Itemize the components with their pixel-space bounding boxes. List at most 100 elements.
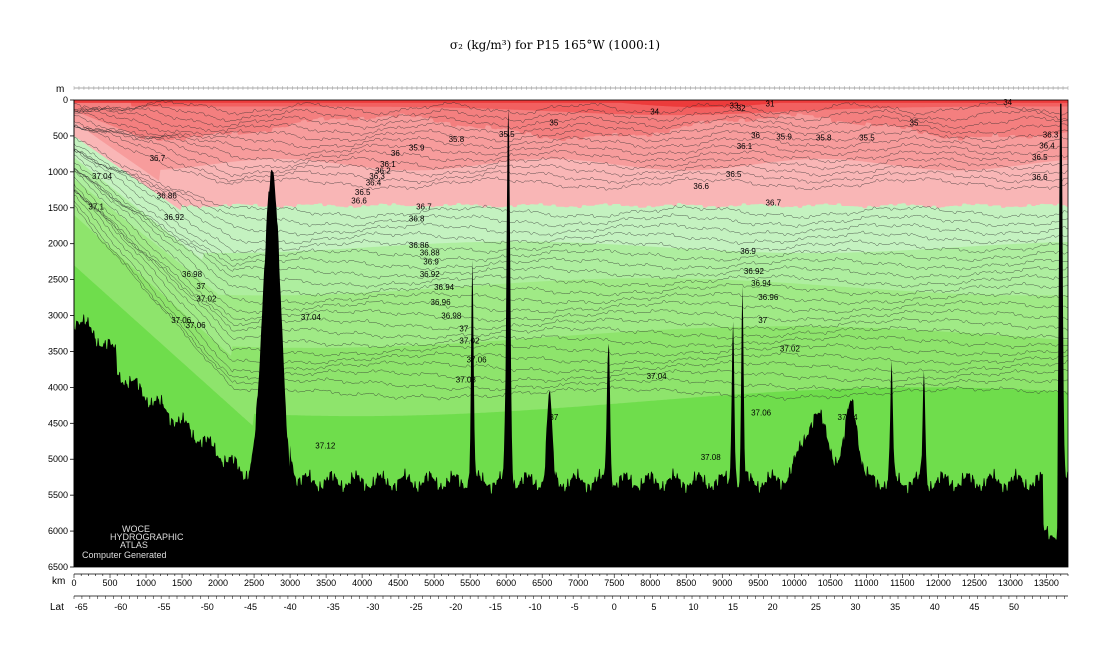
stamp-line4: Computer Generated — [82, 550, 167, 560]
contour-label: 35.5 — [859, 133, 875, 142]
contour-label: 36.92 — [744, 267, 765, 276]
lat-tick-label: 10 — [688, 602, 698, 612]
km-tick-label: 8000 — [640, 578, 660, 588]
y-tick-label: 5500 — [48, 490, 68, 500]
contour-label: 36.4 — [1039, 141, 1055, 150]
stamp-line1: WOCE — [122, 524, 150, 534]
contour-label: 37 — [758, 316, 767, 325]
y-tick-label: 1000 — [48, 167, 68, 177]
lat-tick-label: -15 — [489, 602, 502, 612]
contour-line-24 — [74, 168, 1068, 323]
contour-label: 37.06 — [186, 321, 207, 330]
lat-tick-label: 0 — [612, 602, 617, 612]
km-tick-label: 7500 — [604, 578, 624, 588]
contour-line-3 — [74, 107, 1068, 137]
contour-label: 36.3 — [369, 172, 385, 181]
contour-line-28 — [74, 189, 1068, 357]
contour-label: 36.7 — [416, 202, 432, 211]
contour-label: 36.96 — [758, 293, 779, 302]
contour-label: 36.5 — [1032, 153, 1048, 162]
y-tick-label: 5000 — [48, 454, 68, 464]
contour-label: 36.6 — [351, 197, 367, 206]
contour-label: 36.86 — [409, 241, 430, 250]
contour-line-7 — [74, 120, 1068, 164]
contour-label: 36.9 — [423, 258, 439, 267]
contour-label: 37.04 — [838, 413, 859, 422]
contour-line-6 — [74, 115, 1068, 157]
contour-line-26 — [74, 183, 1068, 340]
stamp-line3: ATLAS — [120, 540, 148, 550]
y-tick-label: 500 — [53, 131, 68, 141]
contour-label: 37 — [196, 282, 205, 291]
km-tick-label: 12000 — [926, 578, 951, 588]
contour-label: 37.08 — [701, 453, 722, 462]
km-tick-label: 11500 — [890, 578, 914, 588]
contour-label: 36.96 — [431, 298, 452, 307]
contour-label: 36.5 — [355, 188, 371, 197]
lat-tick-label: 35 — [890, 602, 900, 612]
km-tick-label: 5000 — [424, 578, 444, 588]
km-tick-label: 1500 — [172, 578, 192, 588]
contour-line-9 — [74, 126, 1068, 178]
contour-line-13 — [74, 143, 1068, 228]
contour-label: 36.7 — [766, 199, 782, 208]
y-tick-label: 4000 — [48, 382, 68, 392]
km-tick-label: 6000 — [496, 578, 516, 588]
km-tick-label: 0 — [71, 578, 76, 588]
y-tick-label: 3500 — [48, 346, 68, 356]
contour-line-10 — [74, 124, 1068, 185]
stamp-line2: HYDROGRAPHIC — [110, 532, 184, 542]
contour-label: 36.6 — [693, 182, 709, 191]
contour-label: 37.02 — [459, 337, 480, 346]
lat-tick-label: 20 — [768, 602, 778, 612]
color-band-1 — [74, 100, 1068, 116]
lat-tick-label: -30 — [366, 602, 379, 612]
contour-line-0 — [74, 100, 1068, 116]
contour-label: 37.1 — [88, 202, 104, 211]
contour-label: 36 — [391, 149, 400, 158]
contour-label: 36.7 — [150, 154, 166, 163]
contour-label: 36.6 — [1032, 173, 1048, 182]
bathymetry — [74, 103, 1068, 567]
contour-label: 36.94 — [434, 283, 455, 292]
km-tick-label: 2500 — [244, 578, 264, 588]
contour-line-27 — [74, 189, 1068, 349]
contour-line-16 — [74, 148, 1068, 254]
km-tick-label: 6500 — [532, 578, 552, 588]
lat-tick-label: -55 — [158, 602, 171, 612]
contour-label: 35.5 — [499, 130, 515, 139]
contour-line-33 — [74, 205, 1068, 401]
contour-line-8 — [74, 125, 1068, 171]
contour-label: 37.06 — [171, 316, 192, 325]
km-tick-label: 5500 — [460, 578, 480, 588]
contour-line-32 — [74, 200, 1068, 392]
contour-label: 37.04 — [301, 313, 322, 322]
lat-tick-label: 5 — [651, 602, 656, 612]
contour-line-21 — [74, 171, 1068, 297]
lat-tick-label: -65 — [75, 602, 88, 612]
lat-tick-label: -40 — [284, 602, 297, 612]
contour-line-31 — [74, 194, 1068, 383]
contour-line-22 — [74, 168, 1068, 306]
km-tick-label: 3000 — [280, 578, 300, 588]
contour-label: 37.06 — [751, 409, 772, 418]
y-tick-label: 1500 — [48, 203, 68, 213]
contour-label: 36.2 — [375, 166, 391, 175]
contour-label: 35.8 — [449, 135, 465, 144]
contour-label: 36.8 — [409, 215, 425, 224]
lat-tick-label: 15 — [728, 602, 738, 612]
y-axis-label: m — [56, 84, 64, 95]
lat-tick-label: 45 — [969, 602, 979, 612]
lat-tick-label: -35 — [327, 602, 340, 612]
contour-label: 32 — [737, 104, 746, 113]
km-tick-label: 8500 — [676, 578, 696, 588]
y-tick-label: 4500 — [48, 418, 68, 428]
contour-line-23 — [74, 167, 1068, 314]
contour-line-12 — [74, 137, 1068, 219]
contour-label: 34 — [1003, 98, 1012, 107]
contour-line-17 — [74, 149, 1068, 263]
contour-label: 37.06 — [467, 355, 488, 364]
contour-label: 36.86 — [157, 192, 178, 201]
contour-label: 37.02 — [780, 345, 801, 354]
